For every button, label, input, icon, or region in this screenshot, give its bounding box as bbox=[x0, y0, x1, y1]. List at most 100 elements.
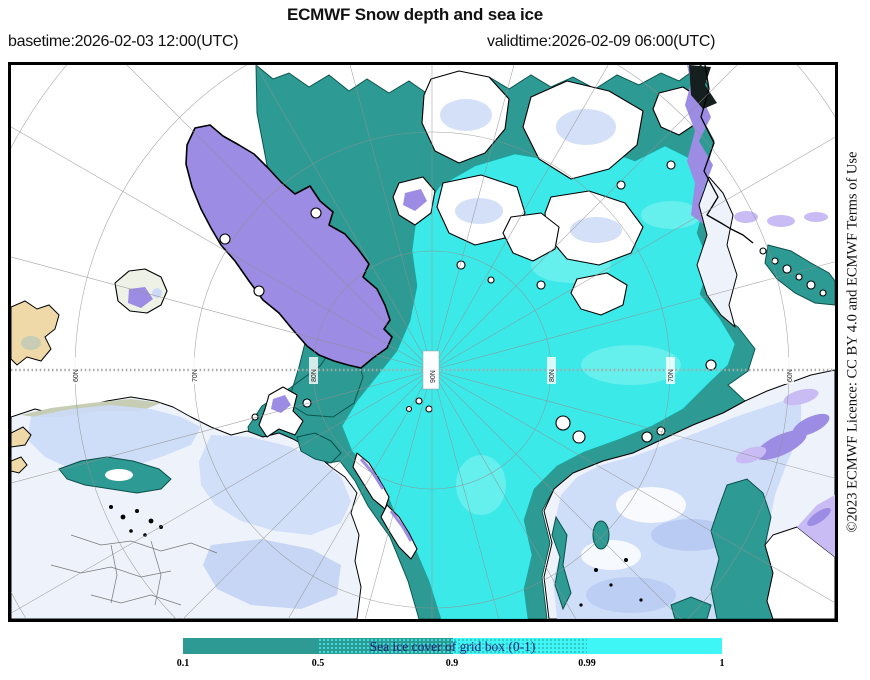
mountain-snow bbox=[783, 388, 819, 406]
legend-tick-0.5: 0.5 bbox=[311, 658, 325, 669]
page-title: ECMWF Snow depth and sea ice bbox=[286, 5, 544, 24]
latitude-labels: 60N 70N 80N 90N 80N 70N 60N bbox=[71, 350, 794, 390]
russia-snow bbox=[203, 539, 341, 609]
aleutian-islet bbox=[759, 247, 767, 255]
british-green bbox=[21, 336, 41, 350]
lat-label-80n-east: 80N bbox=[549, 369, 556, 382]
legend-tick-1: 1 bbox=[719, 658, 725, 669]
island-snow bbox=[455, 198, 503, 224]
svalbard-snowcap bbox=[271, 395, 291, 413]
greenland bbox=[185, 124, 393, 369]
lake bbox=[609, 583, 613, 587]
legend-tick-0.9: 0.9 bbox=[445, 658, 459, 669]
lat-label-60n-west: 60N bbox=[73, 369, 80, 382]
severnaya-zemlya bbox=[555, 415, 571, 431]
lake bbox=[639, 598, 643, 602]
legend: Sea ice cover of grid box (0-1) 0.1 0.5 … bbox=[0, 630, 870, 680]
lat-label-80n-west: 80N bbox=[311, 369, 318, 382]
novaya-zemlya-south bbox=[380, 504, 418, 560]
legend-colorbar bbox=[183, 638, 722, 654]
basetime-label: basetime:2026-02-03 12:00(UTC) bbox=[8, 33, 239, 50]
arctic-island bbox=[502, 212, 560, 262]
coastal-snow bbox=[767, 215, 795, 227]
snow-free-patch bbox=[616, 487, 686, 523]
franz-josef-islet bbox=[415, 397, 423, 405]
lake bbox=[129, 529, 133, 533]
lat-label-70n-east: 70N bbox=[668, 369, 675, 382]
okhotsk-ice-patch bbox=[670, 596, 712, 619]
legend-title: Sea ice cover of grid box (0-1) bbox=[369, 639, 536, 654]
coastal-snow bbox=[734, 211, 758, 223]
coastal-snow bbox=[804, 212, 828, 222]
arctic-island bbox=[570, 272, 628, 316]
new-siberian-islet bbox=[641, 431, 653, 443]
island-snow bbox=[556, 109, 616, 145]
lat-label-60n-east: 60N bbox=[787, 369, 794, 382]
islet bbox=[536, 280, 546, 290]
legend-segment-0.5-0.9 bbox=[318, 638, 453, 654]
polar-map: 60N 70N 80N 90N 80N 70N 60N bbox=[11, 65, 835, 619]
islet bbox=[666, 160, 676, 170]
legend-tick-0.99: 0.99 bbox=[578, 658, 596, 669]
deep-snow bbox=[586, 577, 676, 613]
british-isles bbox=[11, 300, 60, 366]
country-border bbox=[70, 534, 218, 554]
map-frame: 60N 70N 80N 90N 80N 70N 60N bbox=[8, 62, 838, 622]
lat-label-pole: 90N bbox=[430, 370, 437, 383]
aleutian-islet bbox=[782, 264, 792, 274]
deep-snow bbox=[651, 519, 731, 551]
islet bbox=[616, 180, 626, 190]
country-border bbox=[110, 544, 118, 604]
greenland-fjord bbox=[219, 233, 231, 245]
bothnia-open bbox=[105, 469, 133, 481]
yenisei-gulf-ice bbox=[592, 520, 610, 550]
legend-segment-0.1-0.5 bbox=[183, 638, 318, 654]
iceland-snow bbox=[152, 288, 162, 298]
franz-josef-islet bbox=[425, 405, 433, 413]
ice-texture bbox=[641, 201, 701, 229]
copyright-vertical-text: ©2023 ECMWF Licence: CC BY 4.0 and ECMWF… bbox=[844, 151, 861, 533]
iceland-snowcap bbox=[128, 287, 153, 308]
legend-tick-0.1: 0.1 bbox=[176, 658, 190, 669]
lake bbox=[135, 509, 139, 513]
lake bbox=[148, 518, 154, 524]
greenland-fjord bbox=[310, 207, 322, 219]
novaya-zemlya-ridge bbox=[389, 510, 413, 542]
sea-ice-pack bbox=[341, 145, 736, 619]
aleutian-islet bbox=[795, 273, 803, 281]
country-border bbox=[90, 594, 182, 606]
island-snow bbox=[570, 217, 622, 243]
ice-texture bbox=[456, 455, 506, 515]
kamchatka-range bbox=[807, 507, 831, 527]
severnaya-zemlya bbox=[572, 430, 586, 444]
islet bbox=[487, 276, 495, 284]
lake bbox=[579, 603, 583, 607]
aleutian-islet bbox=[819, 289, 827, 297]
snow-free-patch bbox=[581, 540, 641, 570]
mountain-snow bbox=[792, 413, 830, 437]
white-sea-ice bbox=[296, 432, 342, 464]
country-border bbox=[150, 540, 162, 606]
coastal-bare-land bbox=[11, 456, 28, 474]
lake bbox=[594, 568, 598, 572]
lake bbox=[120, 514, 126, 520]
novaya-zemlya-ridge bbox=[359, 458, 385, 490]
scandinavia-snow bbox=[27, 405, 201, 473]
island-snowcap bbox=[403, 189, 427, 211]
greenland-fjord bbox=[253, 285, 265, 297]
lake bbox=[109, 505, 113, 509]
aleutian-islet bbox=[806, 280, 816, 290]
country-border bbox=[50, 564, 172, 578]
svalbard-islet bbox=[302, 398, 312, 408]
island-snow bbox=[440, 99, 492, 131]
legend-segment-0.99-1 bbox=[587, 638, 722, 654]
validtime-label: validtime:2026-02-09 06:00(UTC) bbox=[487, 33, 716, 50]
alaska-dark-terrain bbox=[689, 65, 717, 109]
ice-texture bbox=[581, 345, 681, 385]
lake bbox=[624, 558, 628, 562]
wrangel-island bbox=[705, 359, 717, 371]
coastal-bare-land bbox=[11, 426, 32, 448]
alaska-coastline bbox=[700, 65, 754, 244]
mountain-snow bbox=[735, 446, 767, 464]
